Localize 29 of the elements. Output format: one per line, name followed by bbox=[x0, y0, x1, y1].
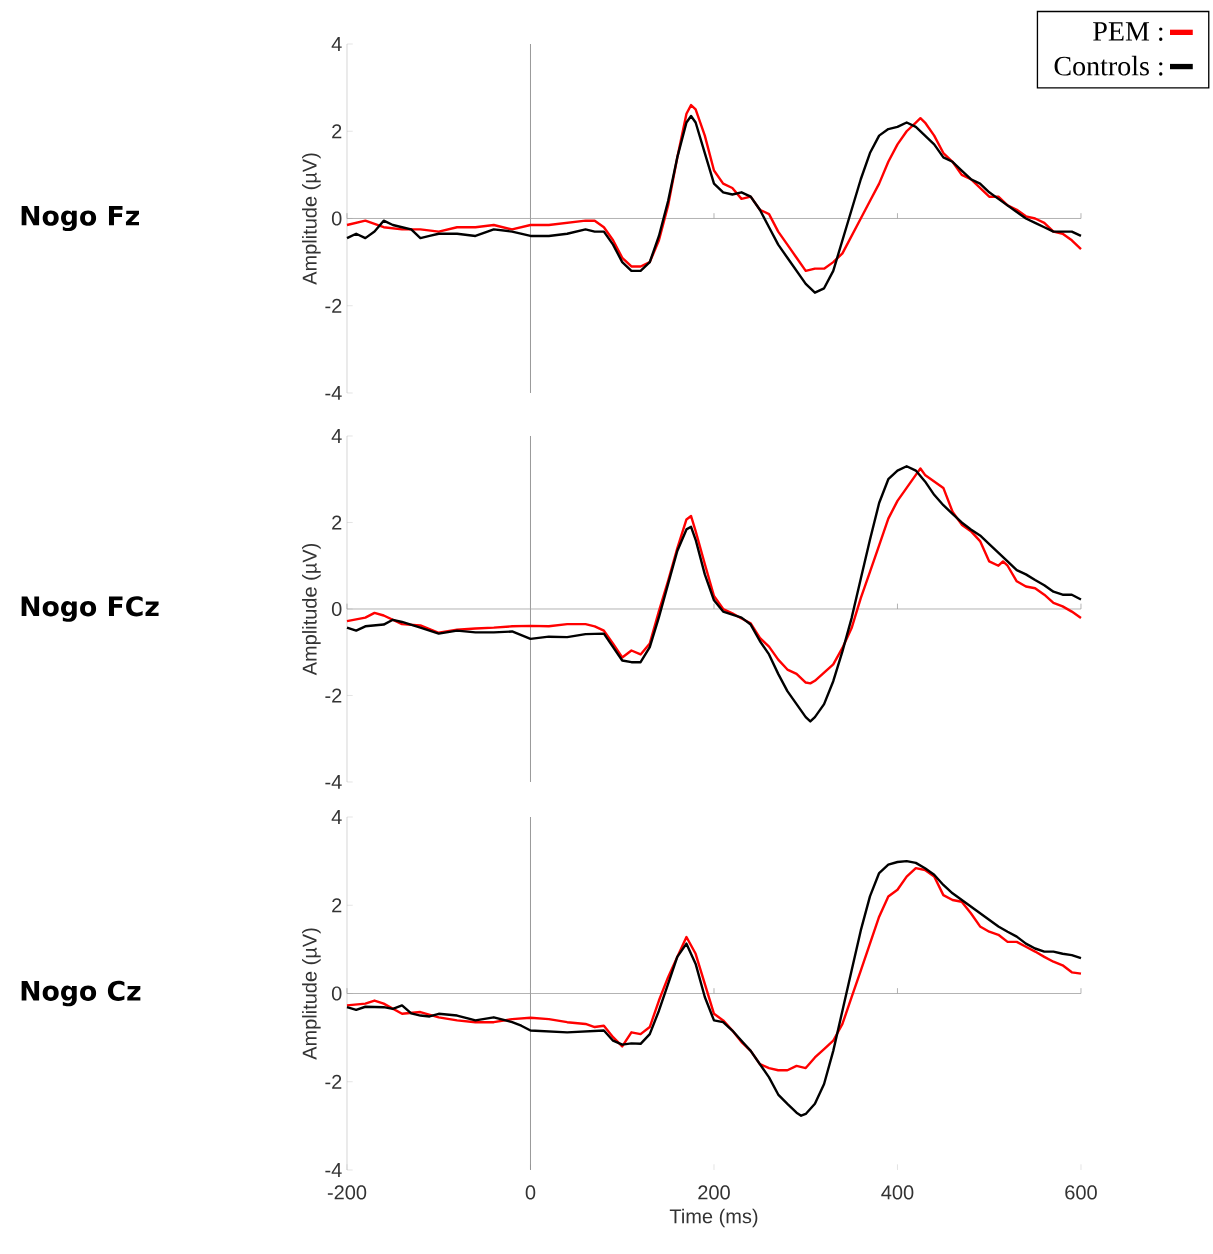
y-tick-label: -2 bbox=[325, 1074, 342, 1089]
y-tick-label: 0 bbox=[331, 601, 342, 617]
x-axis-title: Time (ms) bbox=[669, 1208, 758, 1228]
y-tick-label: 2 bbox=[332, 898, 342, 913]
y-tick-label: -2 bbox=[325, 298, 342, 313]
y-axis-title: Amplitude (µV) bbox=[302, 543, 321, 676]
legend-label: Controls : bbox=[1054, 55, 1163, 76]
legend-label: PEM : bbox=[1093, 22, 1163, 41]
y-axis-title: Amplitude (µV) bbox=[302, 153, 321, 285]
text: Nogo FCz bbox=[21, 596, 159, 622]
x-tick-label: -200 bbox=[327, 1185, 367, 1200]
y-tick-label: 2 bbox=[332, 515, 342, 530]
y-tick-label: 4 bbox=[331, 37, 342, 51]
y-axis-title: Amplitude (µV) bbox=[302, 928, 321, 1060]
y-tick-label: -4 bbox=[325, 775, 342, 789]
y-tick-label: 0 bbox=[331, 211, 342, 226]
y-tick-label: 4 bbox=[331, 810, 342, 824]
text: Nogo Cz bbox=[21, 980, 141, 1007]
y-tick-label: 0 bbox=[331, 986, 342, 1001]
y-tick-label: -4 bbox=[325, 1163, 342, 1177]
y-tick-label: 2 bbox=[332, 124, 342, 139]
text: Nogo Fz bbox=[21, 205, 139, 232]
y-tick-label: -4 bbox=[325, 386, 342, 400]
x-tick-label: 0 bbox=[525, 1185, 536, 1200]
x-tick-label: 400 bbox=[881, 1185, 914, 1200]
y-tick-label: -2 bbox=[325, 688, 342, 703]
y-tick-label: 4 bbox=[331, 429, 342, 443]
x-tick-label: 200 bbox=[698, 1185, 730, 1200]
x-tick-label: 600 bbox=[1065, 1185, 1097, 1200]
